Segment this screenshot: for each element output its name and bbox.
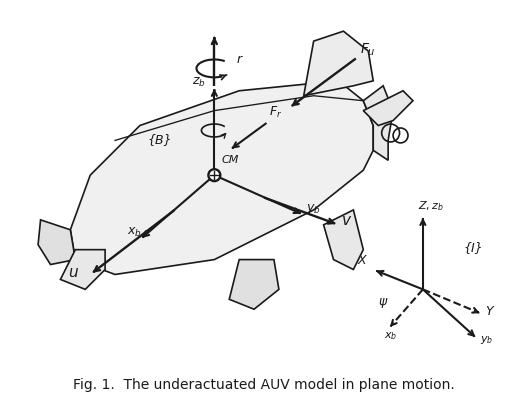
Polygon shape [324, 210, 363, 270]
Polygon shape [70, 81, 373, 274]
Polygon shape [304, 31, 373, 96]
Circle shape [209, 169, 220, 181]
Polygon shape [60, 250, 105, 289]
Text: $Z, z_b$: $Z, z_b$ [418, 199, 444, 213]
Text: $X$: $X$ [357, 254, 369, 266]
Text: $z_b$: $z_b$ [192, 76, 206, 89]
Text: {I}: {I} [464, 241, 483, 254]
Text: $\psi$: $\psi$ [378, 296, 389, 310]
Text: Fig. 1.  The underactuated AUV model in plane motion.: Fig. 1. The underactuated AUV model in p… [73, 378, 455, 392]
Polygon shape [363, 91, 413, 126]
Polygon shape [363, 86, 393, 160]
Text: $u$: $u$ [68, 265, 79, 280]
Text: $r$: $r$ [236, 54, 244, 66]
Text: $v$: $v$ [341, 213, 352, 228]
Text: $y_b$: $y_b$ [306, 202, 321, 216]
Polygon shape [38, 220, 76, 264]
Text: $F_u$: $F_u$ [360, 42, 375, 58]
Text: $x_b$: $x_b$ [384, 330, 398, 342]
Text: $x_b$: $x_b$ [127, 226, 143, 239]
Text: $F_r$: $F_r$ [269, 104, 282, 120]
Polygon shape [229, 260, 279, 309]
Text: $Y$: $Y$ [485, 305, 495, 318]
Text: $y_b$: $y_b$ [480, 334, 493, 346]
Text: CM: CM [222, 155, 239, 165]
Text: {B}: {B} [147, 133, 172, 146]
